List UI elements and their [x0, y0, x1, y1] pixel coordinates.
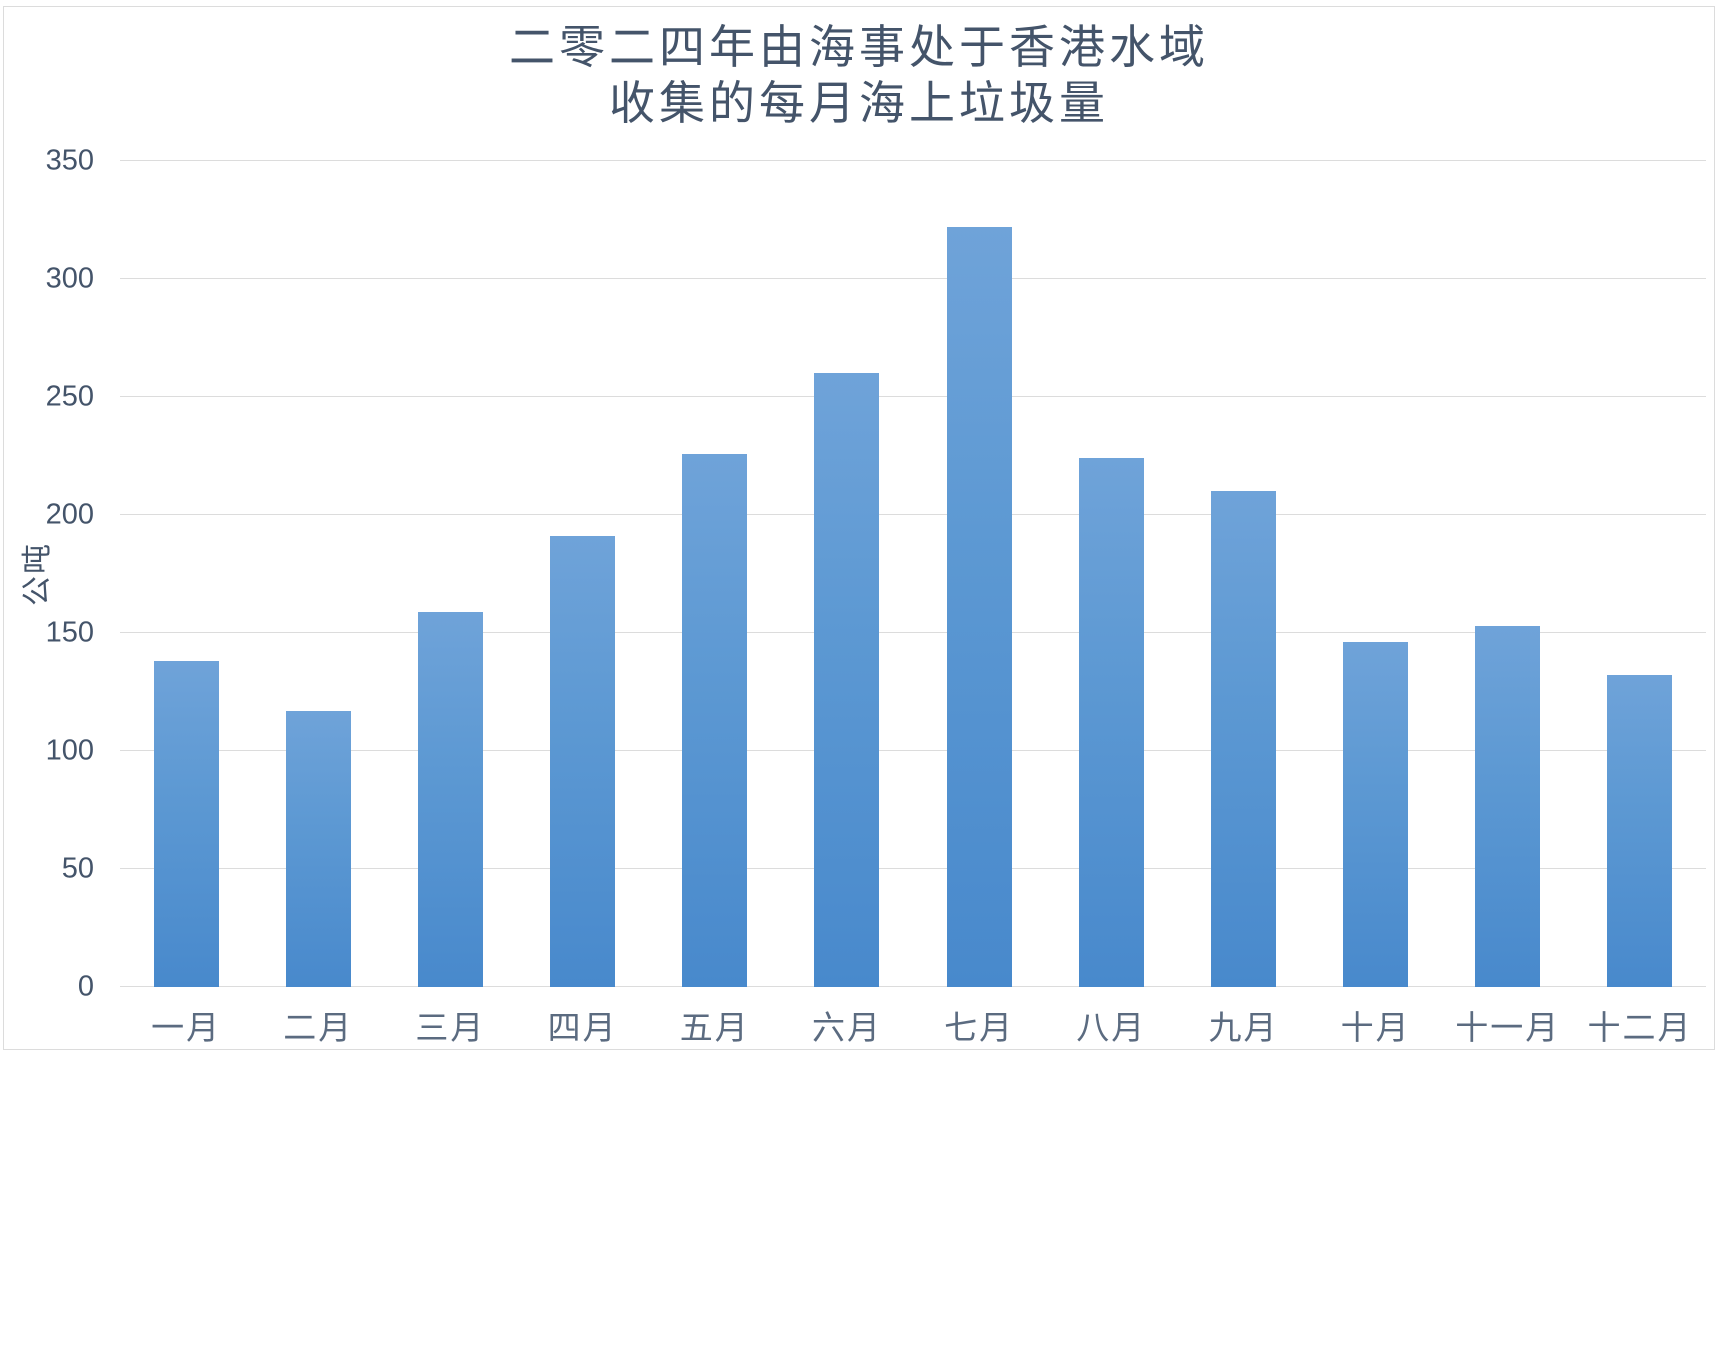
y-tick-label-200: 200 [45, 498, 94, 531]
x-axis-labels: 一月 二月 三月 四月 五月 六月 七月 八月 九月 十月 十一月 十二月 [120, 1001, 1706, 1047]
chart-frame: 二零二四年由海事处于香港水域 收集的每月海上垃圾量 公吨 0 50 100 150 20… [3, 6, 1715, 1050]
bar-slot [649, 161, 781, 987]
gridline-350 [120, 160, 1706, 161]
x-axis-label-六月: 六月 [811, 1011, 882, 1047]
bar-一月[interactable] [153, 661, 219, 987]
bar-slot [781, 161, 913, 987]
x-axis-label-八月: 八月 [1076, 1011, 1147, 1047]
bar-七月[interactable] [946, 227, 1012, 987]
x-axis-label-十二月: 十二月 [1587, 1011, 1693, 1047]
x-axis-label-十月: 十月 [1340, 1011, 1411, 1047]
bar-十月[interactable] [1343, 642, 1409, 987]
gridline-300 [120, 278, 1706, 279]
bar-slot [384, 161, 516, 987]
x-axis-label-七月: 七月 [944, 1011, 1015, 1047]
gridlines [120, 160, 1706, 987]
y-tick-label-50: 50 [61, 852, 94, 885]
bar-八月[interactable] [1078, 458, 1144, 987]
bar-slot [1574, 161, 1706, 987]
bar-slot [252, 161, 384, 987]
bar-九月[interactable] [1210, 491, 1276, 987]
x-axis-label-五月: 五月 [679, 1011, 750, 1047]
y-tick-label-250: 250 [45, 380, 94, 413]
bar-slot [1310, 161, 1442, 987]
bar-slot [1442, 161, 1574, 987]
x-axis-label-三月: 三月 [415, 1011, 486, 1047]
bar-十一月[interactable] [1475, 625, 1541, 987]
y-tick-label-0: 0 [77, 970, 94, 1003]
x-axis-label-二月: 二月 [283, 1011, 354, 1047]
y-tick-label-350: 350 [45, 144, 94, 177]
y-axis-tick-labels: 0 50 100 150 200 250 300 350 [4, 145, 98, 1003]
gridline-50 [120, 868, 1706, 869]
bar-四月[interactable] [550, 536, 616, 987]
bar-slot [517, 161, 649, 987]
gridline-0 [120, 986, 1706, 987]
bar-十二月[interactable] [1607, 675, 1673, 987]
y-tick-label-150: 150 [45, 616, 94, 649]
plot-area [120, 160, 1706, 987]
bar-slot [120, 161, 252, 987]
gridline-100 [120, 750, 1706, 751]
bar-三月[interactable] [417, 611, 483, 987]
bar-五月[interactable] [682, 453, 748, 987]
bar-series [120, 161, 1706, 987]
bar-slot [1045, 161, 1177, 987]
x-axis-label-十一月: 十一月 [1455, 1011, 1561, 1047]
bar-slot [1177, 161, 1309, 987]
chart-title: 二零二四年由海事处于香港水域 收集的每月海上垃圾量 [4, 20, 1714, 132]
chart-title-line1: 二零二四年由海事处于香港水域 [509, 22, 1209, 73]
gridline-250 [120, 396, 1706, 397]
bar-二月[interactable] [285, 710, 351, 987]
x-axis-label-四月: 四月 [547, 1011, 618, 1047]
gridline-200 [120, 514, 1706, 515]
chart-title-line2: 收集的每月海上垃圾量 [609, 78, 1109, 129]
gridline-150 [120, 632, 1706, 633]
y-tick-label-300: 300 [45, 262, 94, 295]
bar-六月[interactable] [814, 373, 880, 987]
bar-slot [913, 161, 1045, 987]
x-axis-label-一月: 一月 [151, 1011, 222, 1047]
x-axis-label-九月: 九月 [1208, 1011, 1279, 1047]
y-tick-label-100: 100 [45, 734, 94, 767]
